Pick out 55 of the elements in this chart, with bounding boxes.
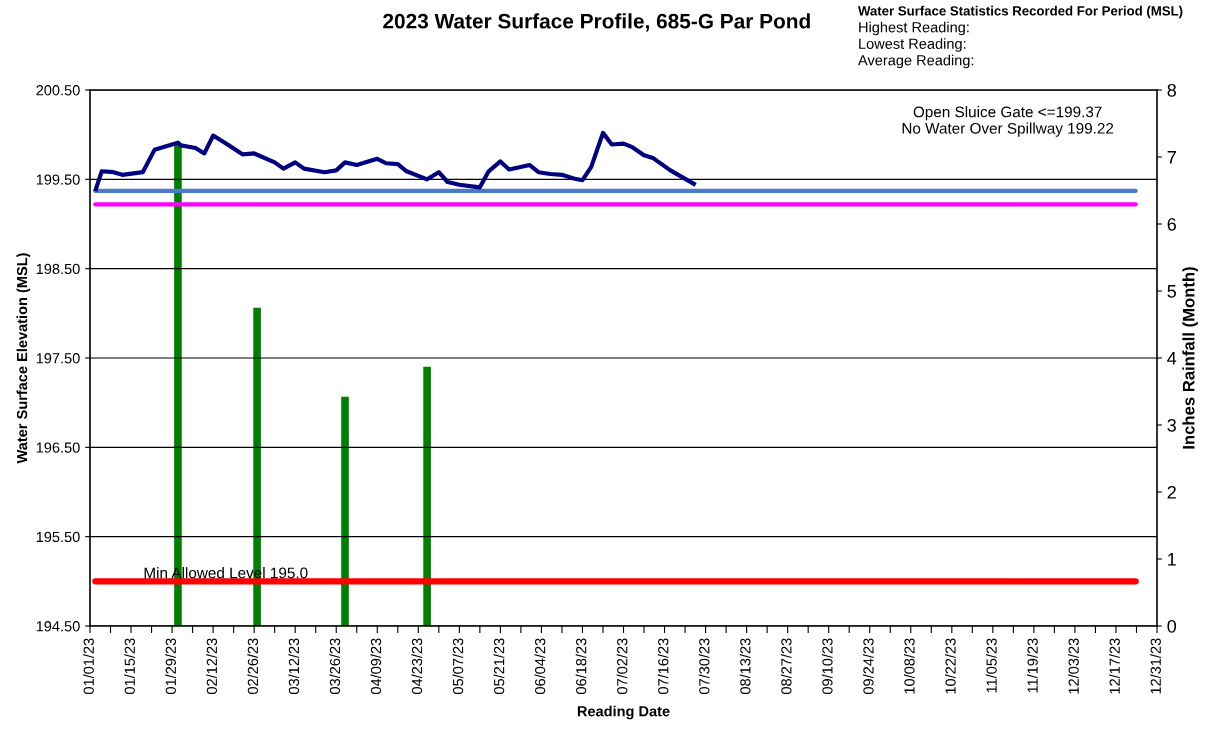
x-tick-label: 01/15/23 [124,638,135,694]
y2-tick-label: 6 [1167,217,1176,231]
x-tick-label: 07/30/23 [698,638,710,694]
x-tick-label: 12/31/23 [1150,638,1161,694]
y2-tick-label: 1 [1168,553,1176,566]
y2-tick-label: 3 [1167,418,1176,432]
x-tick-label: 05/21/23 [493,638,505,694]
annotation: Open Sluice Gate <=199.37 No Water Over Spillway 199.22 [902,106,1114,137]
text: Highest Reading: [859,21,969,36]
y2-tick-label: 4 [1167,352,1177,365]
bar [341,396,349,626]
x-tick-label: 09/24/23 [862,638,874,694]
x-tick-label: 12/03/23 [1068,638,1079,694]
x-tick-label: 11/19/23 [1027,638,1038,693]
chart-title: 2023 Water Surface Profile, 685-G Par Pond [383,13,810,32]
x-tick-label: 01/01/23 [83,638,94,694]
x-tick-label: 06/18/23 [575,638,587,694]
text: Water Surface Statistics Recorded For Period (MSL) [858,5,1183,19]
x-tick-label: 07/02/23 [616,638,628,694]
y2-tick-label: 8 [1167,83,1176,97]
y-tick-label: 199.50 [36,174,80,185]
y2-tick-label: 7 [1167,151,1176,164]
bar [423,366,431,626]
x-tick-label: 09/10/23 [821,638,833,694]
x-tick-label: 02/12/23 [206,638,218,694]
x-tick-label: 04/23/23 [411,638,423,694]
x-tick-label: 10/08/23 [903,638,915,694]
y-tick-label: 196.50 [36,442,80,453]
y-axis-title: Water Surface Elevation (MSL) [16,253,31,464]
x-tick-label: 02/26/23 [247,638,259,694]
y-tick-label: 194.50 [36,621,80,632]
x-tick-label: 01/29/23 [165,638,176,694]
x-tick-label: 03/26/23 [329,638,341,694]
y2-tick-label: 5 [1167,285,1177,298]
x-tick-label: 08/13/23 [739,638,751,694]
x-tick-label: 03/12/23 [288,638,300,694]
x-tick-label: 08/27/23 [780,638,792,694]
x-axis-title: Reading Date [577,705,670,720]
y-tick-label: 195.50 [36,531,80,543]
x-tick-label: 05/07/23 [452,638,464,694]
y2-axis-title: Inches Rainfall (Month) [1182,267,1198,449]
line-series [93,130,696,192]
x-tick-label: 07/16/23 [657,638,669,694]
y-tick-label: 197.50 [36,353,80,364]
y2-tick-label: 0 [1167,619,1177,633]
y-tick-label: 198.50 [36,263,80,275]
x-tick-label: 06/04/23 [534,638,546,694]
text: Lowest Reading: [859,38,966,52]
x-tick-label: 11/05/23 [986,638,997,693]
x-tick-label: 12/17/23 [1109,638,1120,694]
y-tick-label: 200.50 [36,85,80,96]
y2-tick-label: 2 [1167,485,1176,499]
text: Average Reading: [858,54,974,69]
x-tick-label: 04/09/23 [370,638,382,694]
x-tick-label: 10/22/23 [945,638,956,694]
